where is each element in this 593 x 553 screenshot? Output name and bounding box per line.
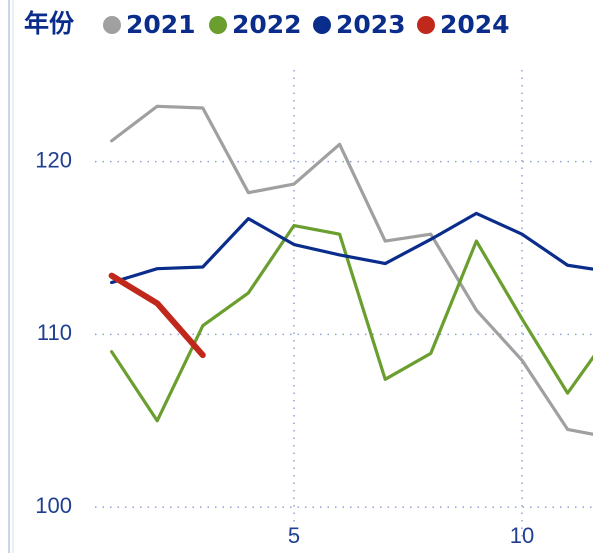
series-line: [109, 104, 593, 436]
legend-marker: [417, 16, 435, 34]
legend-marker: [103, 16, 121, 34]
x-tick-label: 10: [510, 523, 534, 548]
x-tick-label: 5: [288, 523, 300, 548]
y-tick-label: 110: [37, 320, 72, 345]
grid: 100 110 120 5 10: [35, 70, 593, 548]
legend-marker: [313, 16, 331, 34]
series-line: [108, 272, 206, 359]
legend-label: 2023: [336, 10, 406, 39]
legend-marker: [209, 16, 227, 34]
plot-area: [108, 104, 593, 436]
y-tick-label: 100: [35, 493, 72, 518]
legend-label: 2021: [126, 10, 196, 39]
series-line: [109, 223, 593, 423]
legend-label: 2024: [440, 10, 510, 39]
y-tick-label: 120: [35, 147, 72, 172]
legend: 年份 2021 2022 2023 2024: [24, 9, 510, 39]
series-line: [109, 211, 593, 285]
legend-title: 年份: [24, 9, 74, 38]
legend-label: 2022: [232, 10, 302, 39]
